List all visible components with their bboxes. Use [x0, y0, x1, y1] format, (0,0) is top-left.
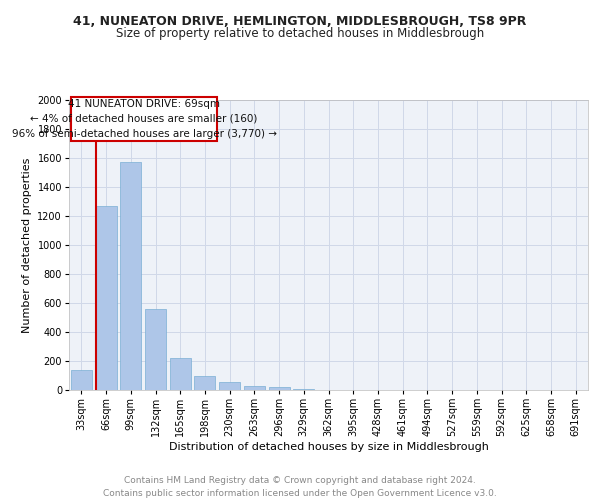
Bar [293, 389, 314, 390]
Text: 41, NUNEATON DRIVE, HEMLINGTON, MIDDLESBROUGH, TS8 9PR: 41, NUNEATON DRIVE, HEMLINGTON, MIDDLESB… [73, 15, 527, 28]
Bar [219, 382, 240, 390]
Bar [120, 162, 141, 390]
FancyBboxPatch shape [71, 97, 217, 140]
Y-axis label: Number of detached properties: Number of detached properties [22, 158, 32, 332]
Text: Size of property relative to detached houses in Middlesbrough: Size of property relative to detached ho… [116, 28, 484, 40]
Bar [145, 309, 166, 390]
Text: 41 NUNEATON DRIVE: 69sqm
← 4% of detached houses are smaller (160)
96% of semi-d: 41 NUNEATON DRIVE: 69sqm ← 4% of detache… [11, 99, 277, 138]
Bar [244, 386, 265, 390]
X-axis label: Distribution of detached houses by size in Middlesbrough: Distribution of detached houses by size … [169, 442, 488, 452]
Bar [71, 370, 92, 390]
Bar [95, 206, 116, 390]
Bar [194, 376, 215, 390]
Text: Contains HM Land Registry data © Crown copyright and database right 2024.
Contai: Contains HM Land Registry data © Crown c… [103, 476, 497, 498]
Bar [170, 358, 191, 390]
Bar [269, 388, 290, 390]
